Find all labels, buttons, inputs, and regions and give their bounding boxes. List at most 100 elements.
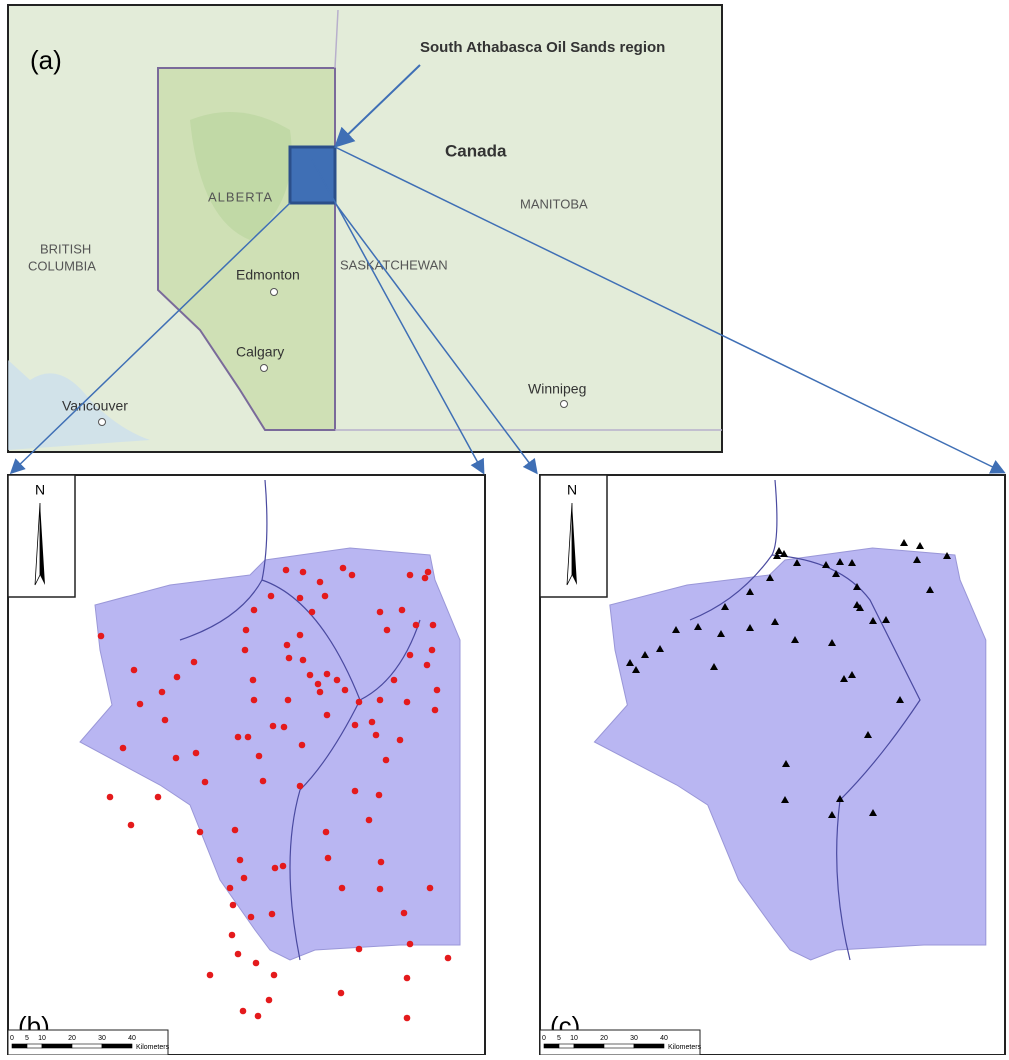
sampling-site — [390, 676, 398, 684]
station-site — [864, 731, 872, 738]
sampling-site — [250, 606, 258, 614]
sampling-site — [396, 736, 404, 744]
sampling-site — [424, 568, 432, 576]
sampling-site — [376, 696, 384, 704]
sampling-site — [267, 592, 275, 600]
sampling-site — [265, 996, 273, 1004]
city-dot — [270, 288, 278, 296]
station-site — [641, 651, 649, 658]
scale-segment — [543, 1043, 560, 1049]
sampling-site — [322, 828, 330, 836]
station-site — [896, 696, 904, 703]
sampling-site — [201, 778, 209, 786]
station-site — [672, 626, 680, 633]
sampling-site — [269, 722, 277, 730]
river — [179, 479, 421, 961]
station-site — [836, 558, 844, 565]
sampling-site — [240, 874, 248, 882]
place-label: MANITOBA — [520, 196, 588, 211]
sampling-site — [173, 673, 181, 681]
sampling-site — [348, 571, 356, 579]
sampling-site — [383, 626, 391, 634]
sampling-site — [172, 754, 180, 762]
connector-arrow — [9, 202, 291, 475]
sampling-site — [249, 676, 257, 684]
sampling-site — [231, 826, 239, 834]
sampling-site — [119, 744, 127, 752]
sampling-site — [158, 688, 166, 696]
north-arrow-half — [34, 502, 41, 586]
place-label: Winnipeg — [528, 381, 586, 397]
scale-label: 20 — [600, 1035, 608, 1042]
study-area — [593, 479, 987, 961]
scale-segment — [26, 1043, 43, 1049]
sampling-site — [106, 793, 114, 801]
sampling-site — [282, 566, 290, 574]
sampling-site — [339, 564, 347, 572]
sampling-site — [423, 661, 431, 669]
sampling-site — [333, 676, 341, 684]
north-arrow-half — [566, 502, 573, 586]
sampling-site — [298, 741, 306, 749]
sampling-site — [351, 721, 359, 729]
scale-label: 40 — [660, 1035, 668, 1042]
scale-label: 40 — [128, 1035, 136, 1042]
station-site — [781, 796, 789, 803]
sampling-site — [316, 578, 324, 586]
sampling-site — [323, 711, 331, 719]
sampling-site — [252, 959, 260, 967]
station-site — [771, 618, 779, 625]
panel-a: (a) South Athabasca Oil Sands region Can… — [7, 4, 723, 453]
sampling-site — [299, 568, 307, 576]
callout-arrow — [334, 64, 421, 148]
sampling-site — [306, 671, 314, 679]
station-site — [780, 550, 788, 557]
sampling-site — [190, 658, 198, 666]
place-label: Calgary — [236, 344, 284, 360]
station-site — [710, 663, 718, 670]
scale-box — [539, 1029, 701, 1056]
sampling-site — [365, 816, 373, 824]
station-site — [856, 604, 864, 611]
station-site — [882, 616, 890, 623]
station-site — [791, 636, 799, 643]
city-dot — [260, 364, 268, 372]
sampling-site — [299, 656, 307, 664]
sampling-site — [284, 696, 292, 704]
sampling-site — [377, 858, 385, 866]
sampling-site — [376, 608, 384, 616]
sampling-site — [279, 862, 287, 870]
station-site — [721, 603, 729, 610]
station-site — [782, 760, 790, 767]
sampling-site — [97, 632, 105, 640]
scale-segment — [11, 1043, 28, 1049]
connector-arrow — [334, 146, 1006, 474]
place-label: ALBERTA — [208, 189, 273, 204]
sampling-site — [206, 971, 214, 979]
sampling-site — [337, 989, 345, 997]
sampling-site — [136, 700, 144, 708]
sampling-site — [403, 1014, 411, 1022]
scale-label: 20 — [68, 1035, 76, 1042]
sampling-site — [375, 791, 383, 799]
station-site — [656, 645, 664, 652]
sampling-site — [324, 854, 332, 862]
sampling-site — [444, 954, 452, 962]
sampling-site — [338, 884, 346, 892]
station-site — [916, 542, 924, 549]
scale-segment — [573, 1043, 605, 1049]
panel-c: (c) — [539, 474, 1006, 1056]
forest — [190, 112, 292, 240]
sampling-site — [431, 706, 439, 714]
sampling-site — [236, 856, 244, 864]
sampling-site — [372, 731, 380, 739]
scale-label: 10 — [570, 1035, 578, 1042]
sampling-site — [376, 885, 384, 893]
station-site — [746, 588, 754, 595]
callout-label: South Athabasca Oil Sands region — [420, 39, 665, 56]
station-site — [869, 617, 877, 624]
sampling-site — [196, 828, 204, 836]
sampling-site — [316, 688, 324, 696]
